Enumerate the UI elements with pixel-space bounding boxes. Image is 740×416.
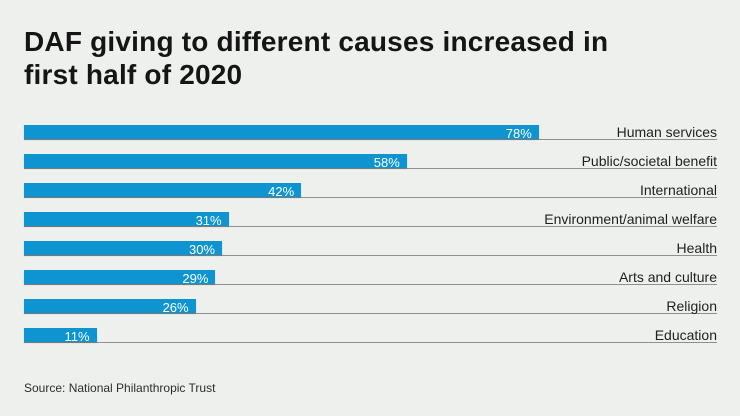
bar-row: 11% Education xyxy=(24,327,717,356)
row-baseline xyxy=(24,226,717,227)
bar-value-label: 31% xyxy=(195,213,222,228)
row-baseline xyxy=(24,197,717,198)
bar-row: 58% Public/societal benefit xyxy=(24,153,717,182)
bar: 29% xyxy=(24,270,216,286)
bar-value-label: 58% xyxy=(373,155,400,170)
bar-row: 31% Environment/animal welfare xyxy=(24,211,717,240)
bar-category-label: International xyxy=(639,182,717,198)
chart-title-line2: first half of 2020 xyxy=(24,59,243,90)
row-baseline xyxy=(24,139,717,140)
bar-row: 26% Religion xyxy=(24,298,717,327)
bar-value-label: 11% xyxy=(64,329,90,344)
bar-category-label: Health xyxy=(676,240,717,256)
bar: 26% xyxy=(24,299,196,315)
bar-row: 30% Health xyxy=(24,240,717,269)
bar-value-label: 78% xyxy=(505,126,532,141)
bar-value-label: 26% xyxy=(162,300,189,315)
bar-row: 29% Arts and culture xyxy=(24,269,717,298)
bar: 31% xyxy=(24,212,229,228)
chart-title-line1: DAF giving to different causes increased… xyxy=(24,26,609,57)
row-baseline xyxy=(24,168,717,169)
bar-category-label: Human services xyxy=(616,124,717,140)
bar-row: 42% International xyxy=(24,182,717,211)
bar: 42% xyxy=(24,183,302,199)
source-note: Source: National Philanthropic Trust xyxy=(24,381,216,395)
bar-value-label: 42% xyxy=(268,184,295,199)
bar: 78% xyxy=(24,125,539,141)
bar-value-label: 29% xyxy=(182,271,209,286)
bar-category-label: Arts and culture xyxy=(618,269,717,285)
bar-category-label: Public/societal benefit xyxy=(581,153,717,169)
bar-category-label: Education xyxy=(654,327,717,343)
chart-title: DAF giving to different causes increased… xyxy=(24,25,717,91)
bar-chart: 78% Human services 58% Public/societal b… xyxy=(24,124,717,356)
bar-value-label: 30% xyxy=(188,242,215,257)
row-baseline xyxy=(24,313,717,314)
bar-category-label: Environment/animal welfare xyxy=(544,211,717,227)
bar: 11% xyxy=(24,328,97,344)
row-baseline xyxy=(24,255,717,256)
bar-category-label: Religion xyxy=(666,298,717,314)
row-baseline xyxy=(24,342,717,343)
bar: 30% xyxy=(24,241,222,257)
bar-row: 78% Human services xyxy=(24,124,717,153)
row-baseline xyxy=(24,284,717,285)
bar: 58% xyxy=(24,154,407,170)
